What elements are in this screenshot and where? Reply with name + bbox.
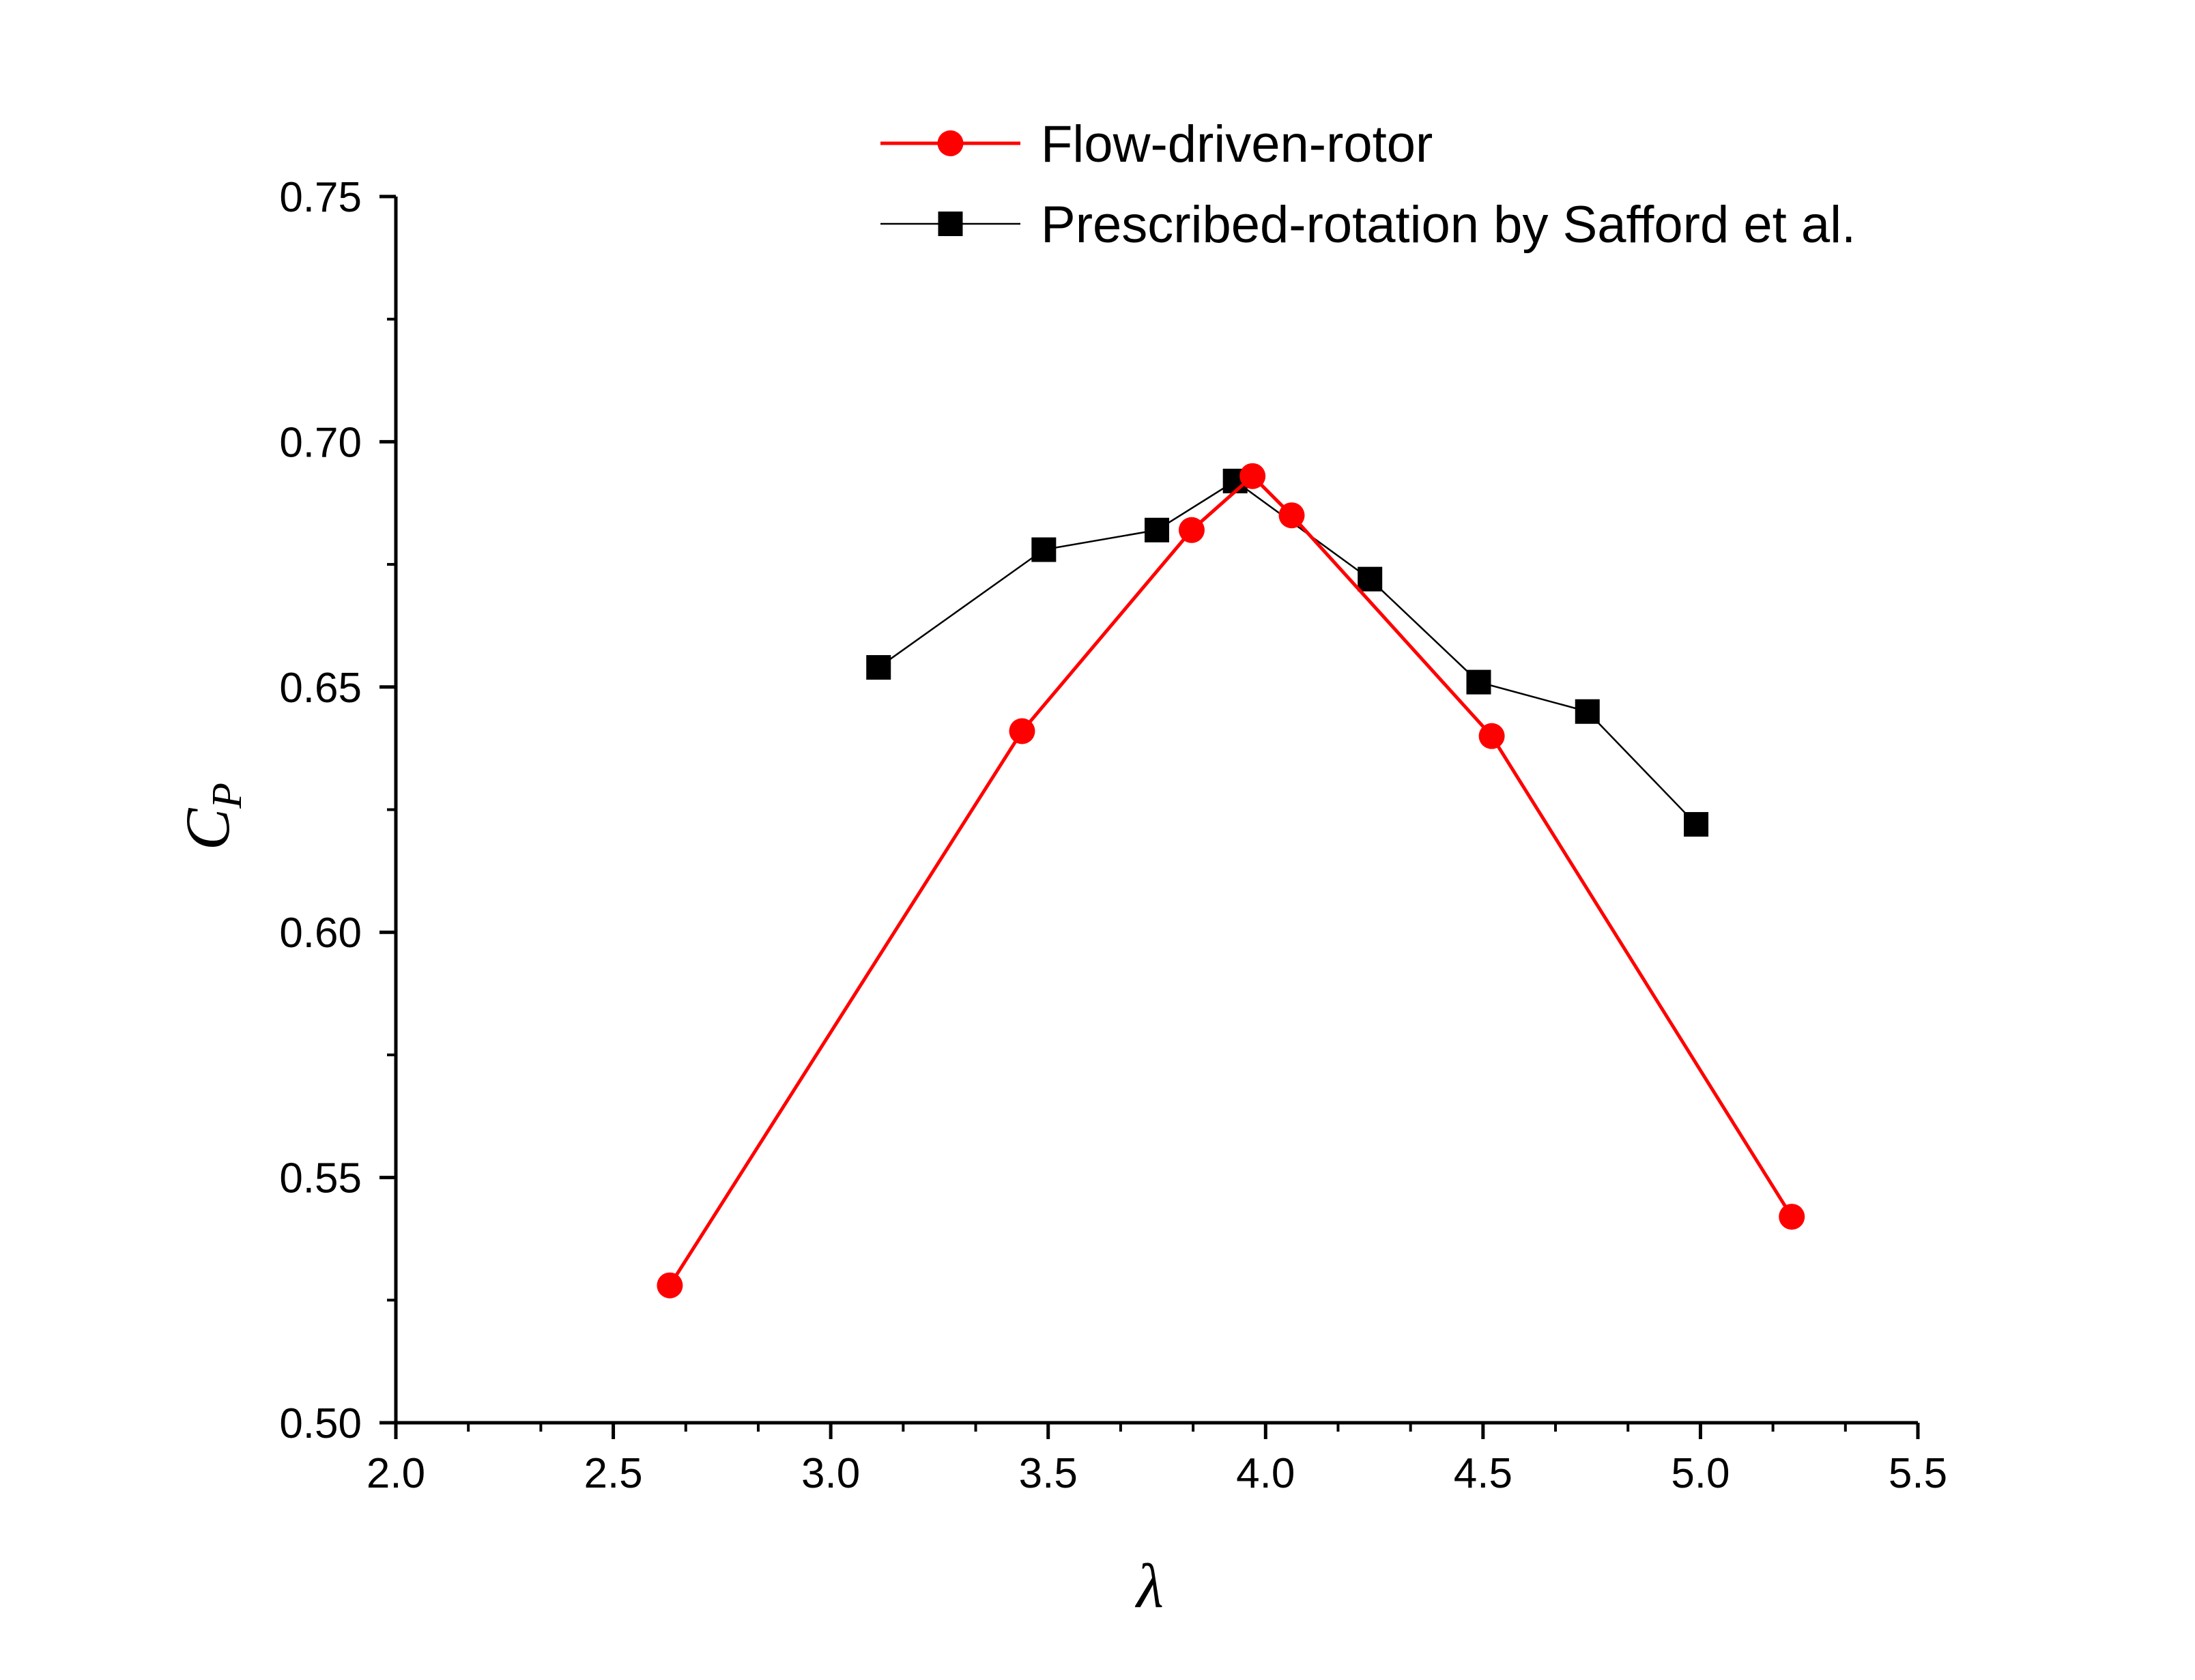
x-tick-label: 4.0	[1236, 1450, 1295, 1497]
data-point	[1178, 517, 1205, 543]
y-tick-label: 0.50	[279, 1400, 362, 1447]
data-point	[1575, 699, 1600, 724]
data-point	[1358, 566, 1383, 592]
legend: Flow-driven-rotor Prescribed-rotation by …	[880, 115, 1856, 254]
y-tick-label: 0.55	[279, 1155, 362, 1202]
y-axis-label-subscript: P	[204, 783, 250, 809]
legend-marker	[938, 212, 963, 236]
legend-label: Prescribed-rotation by Safford et al.	[1041, 196, 1856, 254]
legend-label: Flow-driven-rotor	[1041, 115, 1433, 173]
y-axis-label-main: C	[173, 807, 242, 850]
data-point	[1684, 812, 1709, 837]
legend-item: Prescribed-rotation by Safford et al.	[880, 196, 1856, 254]
legend-marker	[937, 130, 964, 156]
series-prescribed-rotation	[866, 468, 1709, 837]
y-tick-label: 0.60	[279, 910, 362, 957]
series-flow-driven-rotor	[657, 463, 1805, 1299]
plot-area	[657, 463, 1805, 1299]
x-tick-label: 2.5	[584, 1450, 642, 1497]
x-tick-label: 4.5	[1454, 1450, 1512, 1497]
x-tick-label: 5.0	[1671, 1450, 1730, 1497]
y-axis-label: CP	[173, 783, 250, 850]
data-point	[1145, 517, 1169, 542]
x-axis-label: λ	[1134, 1551, 1164, 1621]
legend-item: Flow-driven-rotor	[880, 115, 1433, 173]
data-point	[1239, 463, 1266, 489]
x-tick-label: 3.5	[1019, 1450, 1078, 1497]
data-point	[1009, 718, 1035, 744]
data-point	[1031, 537, 1057, 562]
data-point	[1779, 1204, 1805, 1230]
y-tick-label: 0.70	[279, 419, 362, 466]
data-point	[866, 655, 891, 680]
x-tick-label: 2.0	[367, 1450, 425, 1497]
data-point	[657, 1272, 683, 1299]
data-point	[1278, 502, 1305, 529]
axes: 2.0 2.5 3.0 3.5 4.0 4.5 5.0 5.5 0.50 0.55 0.60 0.65…	[173, 174, 1947, 1621]
data-point	[1478, 723, 1505, 749]
data-point	[1466, 669, 1491, 695]
x-tick-label: 5.5	[1889, 1450, 1947, 1497]
series-line	[668, 474, 1794, 1287]
y-tick-label: 0.65	[279, 665, 362, 712]
x-tick-label: 3.0	[801, 1450, 860, 1497]
y-tick-label: 0.75	[279, 174, 362, 221]
series-line	[878, 480, 1697, 825]
